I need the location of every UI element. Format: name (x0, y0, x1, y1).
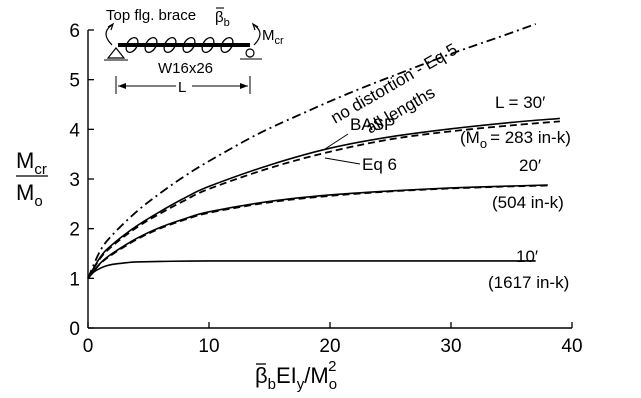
y-axis-label: Mcr Mo (16, 148, 48, 210)
annotation-mo20: (504 in-k) (492, 193, 564, 212)
y-label-num: Mcr (16, 148, 47, 178)
y-label-den: Mo (16, 180, 43, 210)
x-tick-label: 40 (561, 336, 582, 357)
series-line-5 (87, 184, 548, 279)
annotation-eq6: Eq 6 (362, 155, 397, 174)
inset-beam-diagram: Top flg. brace βb Mcr W16x26 L (104, 7, 284, 96)
inset-left-support (106, 47, 126, 59)
y-ticks: 0 1 2 3 4 5 6 (69, 21, 94, 340)
inset-right-arrow-head (251, 22, 259, 31)
y-tick-label: 4 (69, 120, 80, 141)
inset-brace-spring (144, 36, 158, 54)
inset-length-label: L (178, 79, 186, 96)
y-tick-label: 1 (69, 269, 80, 290)
series-lines (87, 23, 560, 279)
x-label-text: βbEIy/Mo2 (255, 358, 337, 393)
inset-dim-arrow-right (240, 83, 248, 89)
basp-leader (324, 133, 349, 150)
x-axis-label: βbEIy/Mo2 (255, 358, 337, 393)
annotation-mo10: (1617 in-k) (488, 273, 569, 292)
inset-dim-arrow-left (118, 83, 126, 89)
x-tick-label: 20 (319, 336, 340, 357)
inset-brace-spring (163, 36, 177, 54)
inset-left-moment-arrow (105, 24, 113, 46)
annotation-l30: L = 30′ (495, 93, 545, 112)
series-line-2 (87, 117, 560, 279)
series-line-3 (87, 120, 560, 279)
y-tick-label: 2 (69, 220, 80, 241)
inset-brace-spring (220, 36, 234, 54)
inset-beta-label: βb (215, 9, 230, 29)
x-tick-label: 10 (198, 336, 219, 357)
annotation-mo30: (Mo = 283 in-k) (460, 128, 571, 151)
inset-section-label: W16x26 (158, 60, 213, 77)
inset-moment-label: Mcr (262, 27, 284, 47)
inset-brace-spring (201, 36, 215, 54)
x-ticks: 0 10 20 30 40 (83, 322, 583, 357)
x-tick-label: 30 (440, 336, 461, 357)
x-tick-label: 0 (83, 336, 94, 357)
inset-left-arrow-head (107, 22, 115, 31)
inset-top-flange-brace-label: Top flg. brace (106, 7, 196, 24)
y-tick-label: 0 (69, 319, 80, 340)
annotation-basp: BASP (350, 115, 395, 134)
inset-brace-spring (182, 36, 196, 54)
inset-right-moment-arrow (253, 24, 261, 46)
y-tick-label: 6 (69, 21, 80, 42)
inset-right-support (245, 48, 255, 58)
y-tick-label: 5 (69, 71, 80, 92)
series-line-6 (87, 260, 536, 279)
series-line-1 (87, 23, 537, 279)
y-tick-label: 3 (69, 170, 80, 191)
inset-brace-spring (125, 36, 139, 54)
inset-braces (125, 36, 234, 54)
annotation-l10: 10′ (516, 247, 538, 266)
annotation-l20: 20′ (519, 156, 541, 175)
series-line-4 (87, 184, 548, 279)
annotations: no distortion - Eq 5 all lengths BASP Eq… (324, 40, 571, 292)
eq6-leader (324, 157, 361, 165)
